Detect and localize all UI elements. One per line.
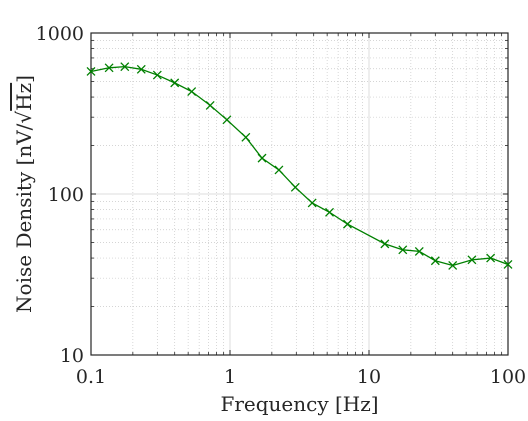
marker-stroke xyxy=(343,219,352,229)
data-point-marker xyxy=(398,245,408,255)
y-axis-label-group: Noise Density [nV/√Hz] xyxy=(12,75,36,313)
minor-grid xyxy=(91,33,508,355)
marker-stroke xyxy=(290,182,300,192)
marker-stroke xyxy=(152,70,162,80)
marker-stroke xyxy=(448,260,458,270)
marker-stroke xyxy=(380,239,390,249)
data-point-marker xyxy=(414,246,424,256)
data-point-marker xyxy=(343,219,352,229)
data-point-marker xyxy=(325,207,334,217)
data-point-marker xyxy=(136,64,146,74)
data-point-marker xyxy=(290,182,300,192)
data-point-marker xyxy=(120,62,130,72)
data-point-marker xyxy=(187,87,197,96)
marker-stroke xyxy=(257,153,267,163)
data-point-marker xyxy=(448,260,458,270)
data-point-marker xyxy=(222,115,232,125)
x-tick-label: 10 xyxy=(357,366,381,388)
marker-stroke xyxy=(187,87,197,96)
marker-stroke xyxy=(430,256,440,266)
marker-stroke xyxy=(325,207,334,217)
marker-stroke xyxy=(307,198,317,208)
sqrt-sign: √ xyxy=(12,111,36,124)
data-point-marker xyxy=(86,66,96,76)
y-axis-label-radicand: Hz xyxy=(12,83,36,111)
data-point-marker xyxy=(307,198,317,208)
marker-stroke xyxy=(170,78,180,88)
marker-stroke xyxy=(222,115,232,125)
data-point-marker xyxy=(503,260,513,269)
marker-stroke xyxy=(104,63,114,73)
data-point-marker xyxy=(274,165,284,175)
y-tick-labels: 10 100 1000 xyxy=(36,23,84,367)
series-layer xyxy=(86,62,513,270)
x-tick-label: 0.1 xyxy=(76,366,106,388)
data-point-marker xyxy=(152,70,162,80)
marker-stroke xyxy=(241,132,251,142)
marker-stroke xyxy=(503,260,513,269)
data-point-marker xyxy=(104,63,114,73)
axis-ticks xyxy=(90,32,509,356)
marker-stroke xyxy=(205,100,215,110)
marker-stroke xyxy=(86,66,96,76)
data-point-marker xyxy=(241,132,251,142)
y-axis-label-suffix: ] xyxy=(12,75,36,83)
x-tick-labels: 0.1 1 10 100 xyxy=(76,366,526,388)
marker-stroke xyxy=(274,165,284,175)
x-tick-label: 1 xyxy=(224,366,236,388)
y-axis-label: Noise Density [nV/√Hz] xyxy=(12,75,36,313)
data-point-marker xyxy=(257,153,267,163)
data-point-marker xyxy=(380,239,390,249)
marker-stroke xyxy=(120,62,130,72)
x-tick-label: 100 xyxy=(490,366,526,388)
marker-stroke xyxy=(486,253,496,263)
y-tick-label: 100 xyxy=(48,184,84,206)
y-tick-label: 10 xyxy=(60,345,84,367)
data-point-marker xyxy=(430,256,440,266)
y-tick-label: 1000 xyxy=(36,23,84,45)
marker-stroke xyxy=(136,64,146,74)
data-point-marker xyxy=(205,100,215,110)
data-point-marker xyxy=(486,253,496,263)
y-axis-label-prefix: Noise Density [nV/ xyxy=(12,123,36,313)
marker-stroke xyxy=(414,246,424,256)
marker-stroke xyxy=(398,245,408,255)
x-axis-label: Frequency [Hz] xyxy=(220,392,378,416)
data-point-marker xyxy=(467,255,477,265)
series-line xyxy=(90,65,509,267)
marker-stroke xyxy=(467,255,477,265)
data-point-marker xyxy=(170,78,180,88)
